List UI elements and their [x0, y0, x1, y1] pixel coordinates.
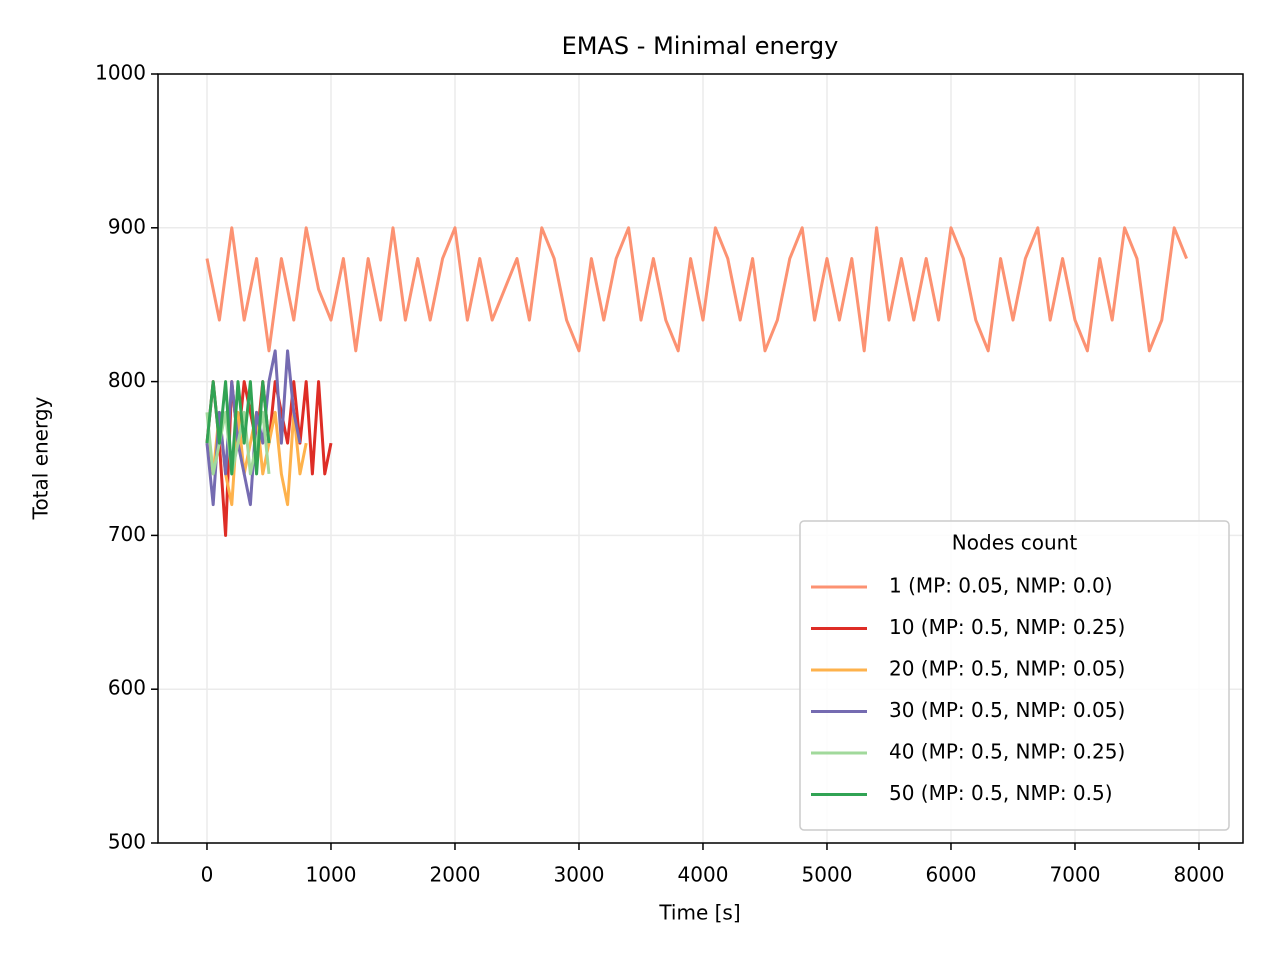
x-tick-label: 2000 [430, 863, 481, 887]
y-tick-label: 600 [108, 676, 146, 700]
plot-frame [157, 73, 1244, 844]
legend-title: Nodes count [952, 531, 1078, 555]
y-axis-label: Total energy [29, 396, 53, 520]
legend-label: 40 (MP: 0.5, NMP: 0.25) [889, 740, 1125, 764]
x-tick-label: 5000 [802, 863, 853, 887]
chart-title: EMAS - Minimal energy [562, 32, 839, 60]
series-line [205, 380, 271, 476]
x-axis-label: Time [s] [658, 901, 740, 925]
y-tick-label: 700 [108, 522, 146, 546]
x-tick-label: 8000 [1174, 863, 1225, 887]
y-tick-label: 1000 [95, 61, 146, 85]
y-tick-label: 500 [108, 830, 146, 854]
legend-label: 20 (MP: 0.5, NMP: 0.05) [889, 657, 1125, 681]
series-line [205, 226, 1188, 353]
y-tick-label: 800 [108, 368, 146, 392]
legend-box [799, 520, 1230, 831]
legend-label: 1 (MP: 0.05, NMP: 0.0) [889, 574, 1113, 598]
y-tick-label: 900 [108, 214, 146, 238]
legend-label: 30 (MP: 0.5, NMP: 0.05) [889, 698, 1125, 722]
legend-label: 10 (MP: 0.5, NMP: 0.25) [889, 615, 1125, 639]
legend-label: 50 (MP: 0.5, NMP: 0.5) [889, 781, 1113, 805]
x-tick-label: 4000 [678, 863, 729, 887]
x-tick-label: 7000 [1050, 863, 1101, 887]
x-tick-label: 1000 [306, 863, 357, 887]
x-tick-label: 3000 [554, 863, 605, 887]
x-tick-label: 0 [201, 863, 214, 887]
x-tick-label: 6000 [926, 863, 977, 887]
